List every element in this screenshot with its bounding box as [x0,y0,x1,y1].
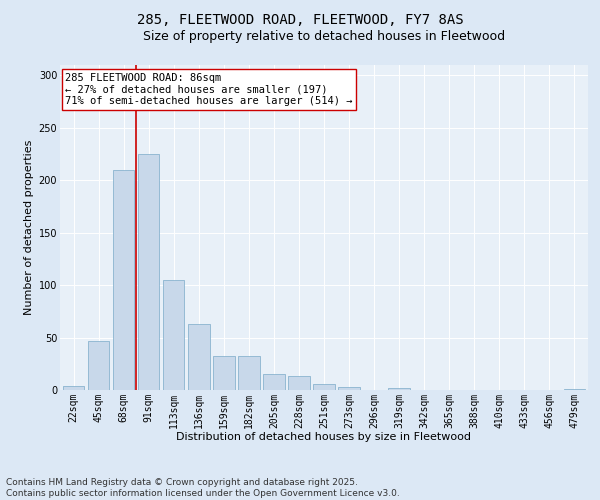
Bar [113,170,134,390]
Text: 285, FLEETWOOD ROAD, FLEETWOOD, FY7 8AS: 285, FLEETWOOD ROAD, FLEETWOOD, FY7 8AS [137,12,463,26]
Bar [138,154,160,390]
Bar [163,280,184,390]
Bar [338,387,359,390]
Bar [238,356,260,390]
Bar [213,356,235,390]
Bar [88,340,109,390]
Bar [563,389,585,390]
X-axis label: Distribution of detached houses by size in Fleetwood: Distribution of detached houses by size … [176,432,472,442]
Bar [388,388,410,390]
Y-axis label: Number of detached properties: Number of detached properties [25,140,34,315]
Bar [63,386,85,390]
Bar [263,374,284,390]
Bar [188,324,209,390]
Text: 285 FLEETWOOD ROAD: 86sqm
← 27% of detached houses are smaller (197)
71% of semi: 285 FLEETWOOD ROAD: 86sqm ← 27% of detac… [65,73,353,106]
Bar [313,384,335,390]
Title: Size of property relative to detached houses in Fleetwood: Size of property relative to detached ho… [143,30,505,43]
Text: Contains HM Land Registry data © Crown copyright and database right 2025.
Contai: Contains HM Land Registry data © Crown c… [6,478,400,498]
Bar [289,376,310,390]
